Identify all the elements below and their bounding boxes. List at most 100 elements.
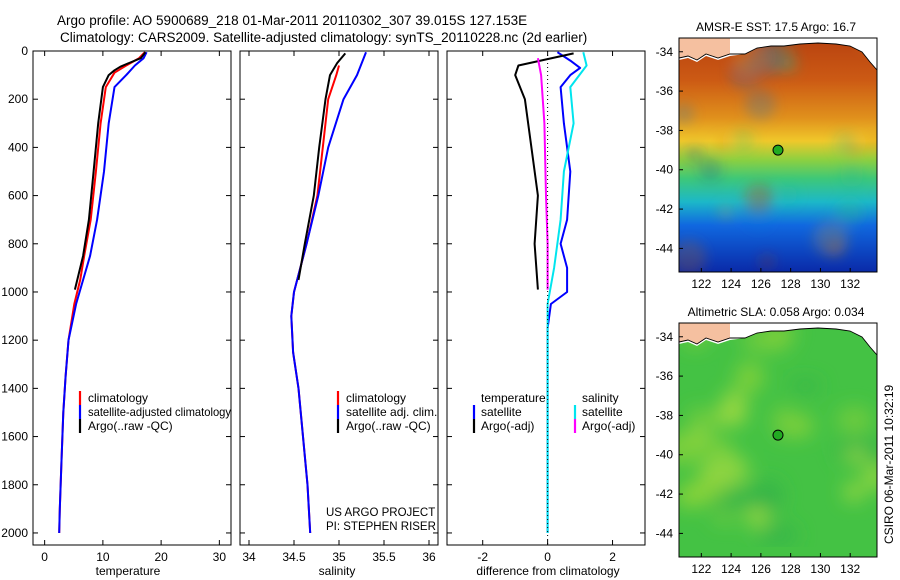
y-tick-label: 0 [21,44,28,58]
y-tick-label: 1400 [1,381,28,395]
sst-texture-blob [748,41,785,77]
float-location-marker [772,429,784,441]
x-tick-label: -2 [477,550,488,564]
series-line-temperature-argo-adj [514,52,574,290]
legend-label-argo: Argo(..raw -QC) [88,419,173,433]
sst-texture-blob [731,128,756,153]
sla-texture-blob [862,463,877,492]
map-y-tick-label: -44 [656,241,674,255]
map-y-tick-label: -38 [656,123,674,137]
y-tick-label: 1000 [1,285,28,299]
legend-label-climatology: climatology [88,391,148,405]
map-x-tick-label: 128 [781,277,801,291]
y-tick-label: 200 [8,92,28,106]
legend-label-temperature-argo: Argo(-adj) [481,419,534,433]
y-tick-label: 400 [8,140,28,154]
difference-legend: temperature satellite Argo(-adj) salinit… [472,391,635,433]
sla-texture-blob [789,378,822,393]
map-y-tick-label: -34 [656,45,674,59]
australia-land-icon [679,323,730,344]
map-x-tick-label: 128 [781,562,801,576]
temperature-axis-label: temperature [96,564,161,578]
y-tick-label: 600 [8,189,28,203]
y-tick-label: 800 [8,237,28,251]
y-tick-label: 1800 [1,478,28,492]
sst-texture-blob [716,136,731,151]
x-tick-label: 35 [332,550,346,564]
temperature-panel-frame [32,50,232,546]
map-x-tick-label: 124 [721,562,741,576]
climatology-title: Climatology: CARS2009. Satellite-adjuste… [60,30,587,45]
sst-texture-blob [865,133,877,152]
sla-texture-blob [720,388,748,419]
y-tick-label: 1200 [1,333,28,347]
map-y-tick-label: -38 [656,408,674,422]
series-line-climatology [58,51,146,534]
series-line-satellite-adjusted-climatology [58,51,148,534]
series-line-salinity-satellite [546,51,588,533]
sla-texture-blob [711,510,738,524]
map-y-tick-label: -42 [656,487,674,501]
x-tick-label: 2 [609,550,616,564]
sla-map-ticks: 122 124 126 128 130 132 -34 -36 -38 -40 -42 -44 [656,330,861,576]
pi-credit: PI: STEPHEN RISER [326,521,436,533]
map-y-tick-label: -34 [656,330,674,344]
x-tick-label: 35.5 [372,550,396,564]
temperature-legend: climatology satellite-adjusted climatolo… [78,391,231,433]
salinity-panel-frame [239,50,439,546]
sst-texture-blob [679,103,695,125]
australia-land-icon [679,38,730,60]
map-x-tick-label: 132 [840,277,860,291]
sst-texture-blob [744,89,776,120]
project-credit: US ARGO PROJECT [326,507,435,519]
map-y-tick-label: -36 [656,84,674,98]
legend-heading-salinity: salinity [582,391,619,405]
sst-map-frame [678,37,878,273]
map-x-tick-label: 132 [840,562,860,576]
profile-title: Argo profile: AO 5900689_218 01-Mar-2011… [57,13,527,28]
legend-heading-temperature: temperature [481,391,546,405]
sla-texture-blob [842,481,865,503]
legend-label-climatology: climatology [346,391,406,405]
sst-texture-blob [840,163,864,188]
map-y-tick-label: -40 [656,163,674,177]
legend-label-salinity-satellite: satellite [582,405,623,419]
series-line-salinity-argo-adj [536,58,549,290]
series-line-temperature-satellite [546,51,582,533]
map-x-tick-label: 126 [751,277,771,291]
legend-label-satellite: satellite adj. clim. [346,405,437,419]
y-tick-label: 2000 [1,526,28,540]
sla-texture-blob [733,486,780,511]
map-x-tick-label: 130 [810,562,830,576]
sla-texture-blob [836,405,873,435]
x-tick-label: 34 [242,550,256,564]
difference-axis-label: difference from climatology [476,564,619,578]
sst-texture-blob [835,199,864,227]
x-tick-label: 0 [41,550,48,564]
float-location-marker [772,144,784,156]
x-tick-label: 34.5 [282,550,306,564]
sst-texture-blob [826,238,846,257]
sst-texture-blob [742,183,772,214]
sla-texture-blob [734,361,765,393]
legend-label-satellite: satellite-adjusted climatology [88,405,231,419]
x-tick-label: 36 [422,550,436,564]
sla-texture-blob [756,523,799,547]
sla-texture-blob [680,487,728,500]
legend-label-temperature-satellite: satellite [481,405,522,419]
sla-texture-blob [744,507,771,528]
sst-map-ticks: 122 124 126 128 130 132 -34 -36 -38 -40 -42 -44 [656,45,861,291]
sst-map-field [679,38,877,272]
sst-texture-blob [778,185,798,205]
sla-texture-blob [700,452,749,488]
legend-label-argo: Argo(..raw -QC) [346,419,431,433]
salinity-legend: climatology satellite adj. clim. Argo(..… [336,391,437,433]
sla-coastline [679,327,877,356]
series-line-argo-raw-qc [73,51,147,290]
sla-texture-blob [683,428,718,441]
map-y-tick-label: -44 [656,526,674,540]
map-x-tick-label: 126 [751,562,771,576]
sla-texture-blob [686,407,714,429]
salinity-axis-label: salinity [319,564,356,578]
